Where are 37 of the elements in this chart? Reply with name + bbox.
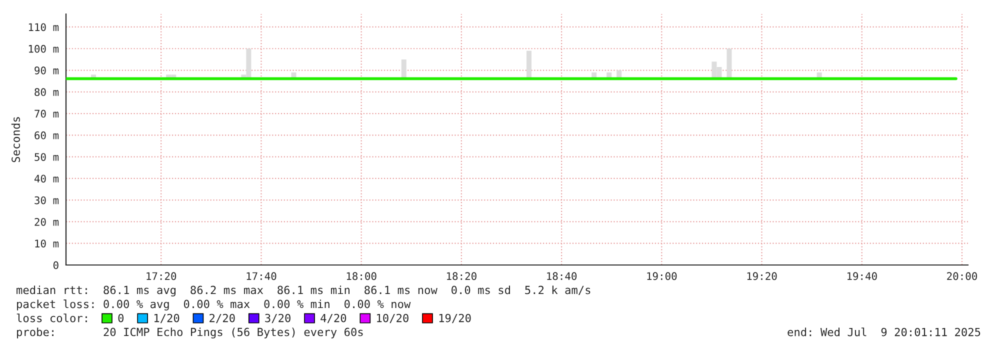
x-tick-label: 20:00 <box>947 272 977 280</box>
x-tick-label: 17:40 <box>246 272 276 280</box>
legend-label: 1/20 <box>154 314 180 324</box>
x-tick-label: 18:40 <box>547 272 577 280</box>
legend-title: loss color: <box>16 314 87 322</box>
text: median rtt: 86.1 ms avg 86.2 ms max 86.1 ms min 86.1 ms now 0.0 ms sd 5.2 k am/s <box>16 286 590 296</box>
y-tick-label: 40 m <box>34 174 59 183</box>
x-tick-label: 18:00 <box>346 272 376 280</box>
bar <box>401 59 406 79</box>
legend-label: 4/20 <box>320 314 346 324</box>
y-tick-label: 30 m <box>34 196 59 204</box>
legend-label: 0 <box>118 314 124 322</box>
legend-label: 10/20 <box>377 314 408 324</box>
x-tick-label: 19:40 <box>847 272 877 280</box>
x-tick-label: 17:20 <box>146 272 176 280</box>
y-tick-label: 60 m <box>34 131 59 140</box>
y-tick-label: 110 m <box>28 23 59 32</box>
text: end: Wed Jul 9 20:01:11 2025 <box>788 328 980 336</box>
x-tick-label: 19:20 <box>747 272 777 280</box>
y-tick-label: 100 m <box>28 44 59 53</box>
bar <box>726 48 732 79</box>
y-tick-label: 0 <box>53 261 58 270</box>
text: probe: 20 ICMP Echo Pings (56 Bytes) every 60s <box>17 328 363 338</box>
legend-label: 3/20 <box>265 314 290 324</box>
y-tick-label: 80 m <box>34 88 59 96</box>
y-tick-label: 10 m <box>35 240 59 248</box>
y-tick-label: 90 m <box>34 66 59 74</box>
y-tick-label: 70 m <box>34 110 59 118</box>
y-tick-label: 20 m <box>34 218 59 226</box>
y-tick-label: 50 m <box>34 153 59 161</box>
legend-label: 19/20 <box>439 314 471 324</box>
legend-label: 2/20 <box>210 314 235 324</box>
y-axis-title: Seconds <box>11 117 20 162</box>
x-tick-label: 19:00 <box>647 272 677 280</box>
bar <box>526 50 532 79</box>
text: packet loss: 0.00 % avg 0.00 % max 0.00 % min 0.00 % now <box>17 300 411 310</box>
x-tick-label: 18:20 <box>446 272 476 280</box>
